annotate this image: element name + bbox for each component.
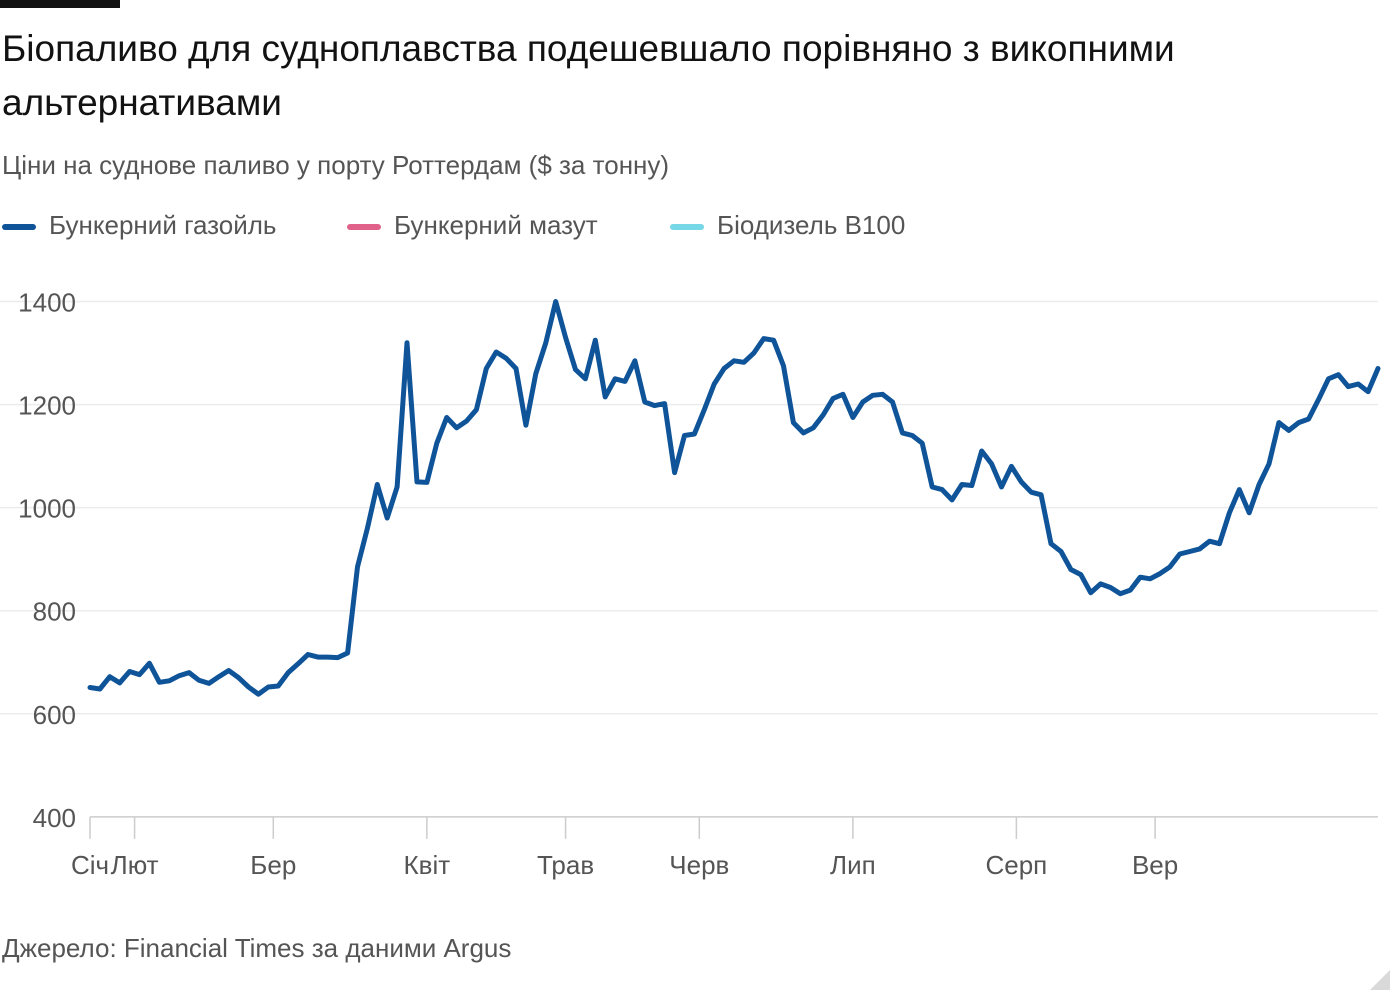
y-tick-label: 600 bbox=[33, 700, 76, 730]
y-tick-label: 400 bbox=[33, 803, 76, 833]
legend-swatch-biodiesel bbox=[670, 224, 704, 230]
x-tick-label: Трав bbox=[537, 850, 594, 880]
x-tick-label: Січ bbox=[71, 850, 109, 880]
legend-swatch-fuel-oil bbox=[347, 224, 381, 230]
chart-subtitle: Ціни на суднове паливо у порту Роттердам… bbox=[2, 150, 670, 180]
chart-title: Біопаливо для судноплавства подешевшало … bbox=[2, 28, 1175, 123]
y-tick-label: 1200 bbox=[18, 391, 76, 421]
x-tick-label: Вер bbox=[1132, 850, 1178, 880]
y-axis-ticks: 400 600 800 1000 1200 1400 bbox=[18, 288, 76, 833]
x-tick-label: Квіт bbox=[404, 850, 451, 880]
resize-corner-icon bbox=[1370, 970, 1390, 990]
x-tick-label: Черв bbox=[669, 850, 729, 880]
x-tick-label: Лип bbox=[830, 850, 876, 880]
legend-label-gasoil: Бункерний газойль bbox=[49, 210, 277, 240]
y-tick-label: 800 bbox=[33, 597, 76, 627]
x-tick-label: Лют bbox=[111, 850, 159, 880]
legend-label-fuel-oil: Бункерний мазут bbox=[394, 210, 598, 240]
series-line-gasoil bbox=[87, 299, 1381, 697]
gridlines bbox=[0, 300, 1378, 715]
x-tick-label: Бер bbox=[250, 850, 296, 880]
top-accent-bar bbox=[0, 0, 120, 8]
series-lines bbox=[87, 299, 1381, 697]
legend-swatch-gasoil bbox=[2, 224, 36, 230]
legend-label-biodiesel: Біодизель B100 bbox=[717, 210, 906, 240]
line-chart: 400 600 800 1000 1200 1400 Січ Лют Бер Квіт Трав Ч… bbox=[0, 288, 1381, 880]
y-tick-label: 1400 bbox=[18, 288, 76, 318]
y-tick-label: 1000 bbox=[18, 494, 76, 524]
source-note: Джерело: Financial Times за даними Argus bbox=[2, 933, 512, 963]
x-tick-label: Серп bbox=[985, 850, 1047, 880]
x-axis: Січ Лют Бер Квіт Трав Черв Лип Серп Вер bbox=[71, 816, 1378, 880]
